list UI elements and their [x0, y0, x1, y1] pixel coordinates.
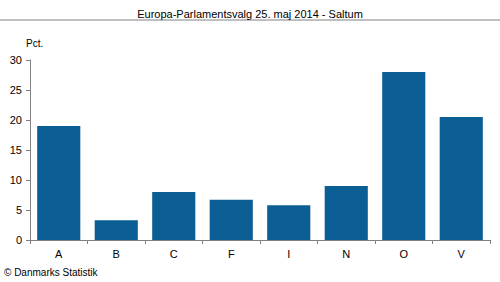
- svg-text:20: 20: [10, 114, 22, 126]
- svg-text:30: 30: [10, 54, 22, 66]
- svg-text:10: 10: [10, 174, 22, 186]
- svg-text:Pct.: Pct.: [26, 38, 43, 49]
- svg-text:0: 0: [16, 234, 22, 246]
- svg-text:15: 15: [10, 144, 22, 156]
- svg-text:N: N: [342, 248, 350, 260]
- svg-text:C: C: [170, 248, 178, 260]
- svg-text:25: 25: [10, 84, 22, 96]
- svg-text:V: V: [458, 248, 466, 260]
- svg-text:F: F: [228, 248, 235, 260]
- svg-text:B: B: [113, 248, 120, 260]
- svg-text:O: O: [399, 248, 408, 260]
- svg-text:Europa-Parlamentsvalg 25. maj: Europa-Parlamentsvalg 25. maj 2014 - Sal…: [137, 8, 363, 20]
- svg-text:A: A: [55, 248, 63, 260]
- svg-text:© Danmarks Statistik: © Danmarks Statistik: [4, 267, 99, 278]
- svg-text:5: 5: [16, 204, 22, 216]
- svg-text:I: I: [287, 248, 290, 260]
